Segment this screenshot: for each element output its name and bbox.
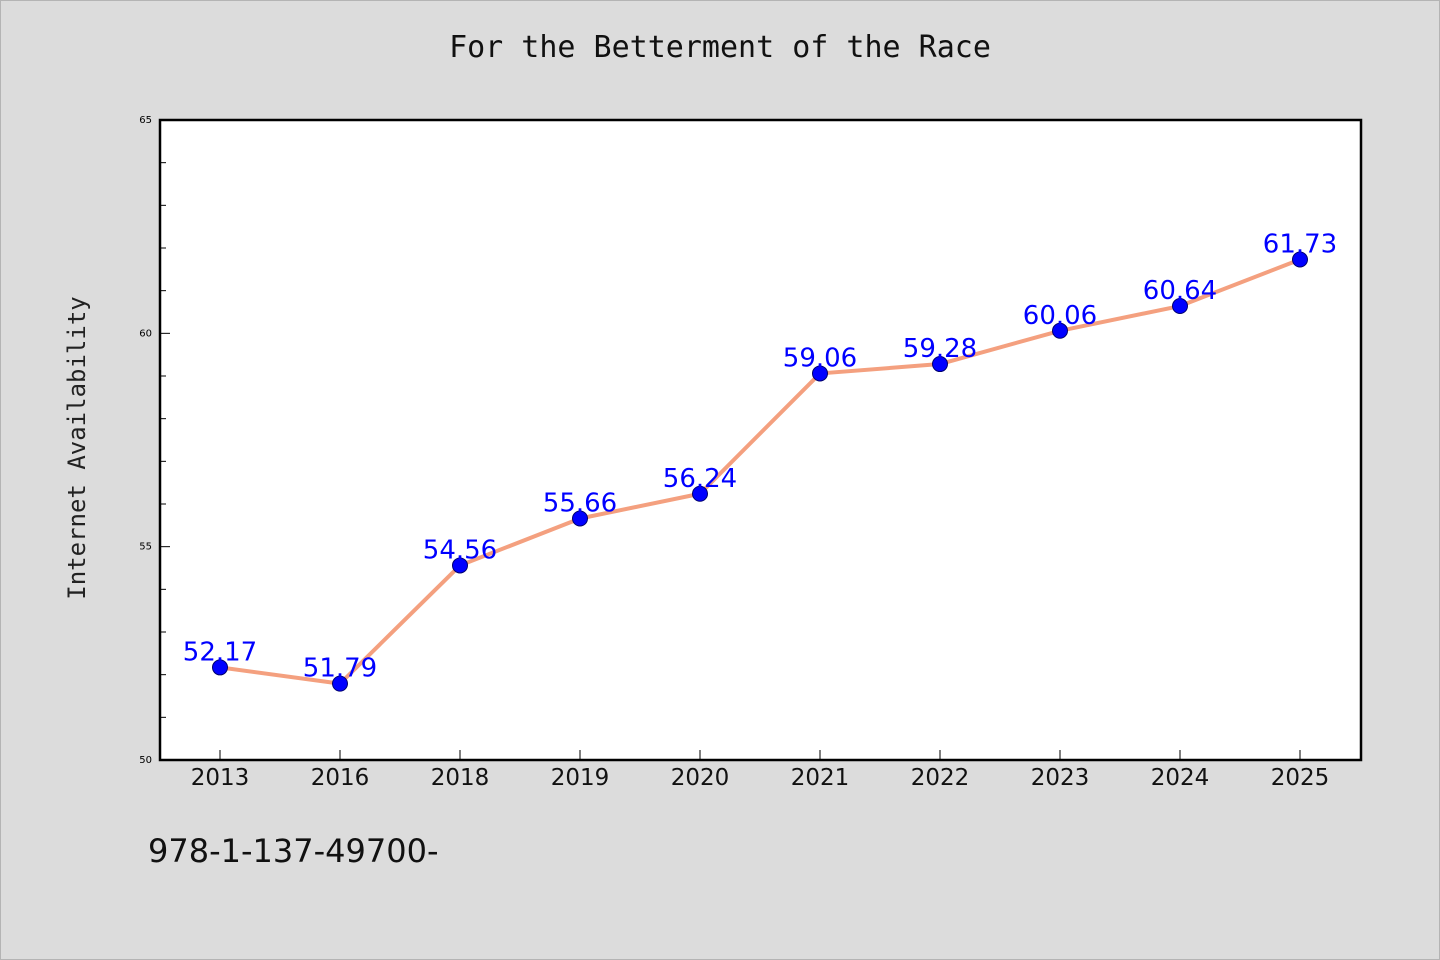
data-point <box>812 365 828 382</box>
x-tick-label: 2020 <box>671 765 730 791</box>
data-label: 59.06 <box>783 343 857 373</box>
x-tick-label: 2021 <box>791 765 850 791</box>
data-point <box>332 675 348 692</box>
data-label: 55.66 <box>543 489 617 519</box>
y-tick-label: 55 <box>139 542 152 553</box>
data-label: 51.79 <box>303 654 377 684</box>
data-label: 59.28 <box>903 334 977 364</box>
data-label: 61.73 <box>1263 230 1337 260</box>
x-tick-label: 2023 <box>1031 765 1090 791</box>
y-tick-label: 60 <box>139 328 152 339</box>
series-line <box>219 257 1301 686</box>
x-tick-label: 2019 <box>551 765 610 791</box>
data-point <box>212 659 228 676</box>
y-tick-label: 50 <box>139 755 152 766</box>
x-tick-label: 2013 <box>191 765 250 791</box>
footer-text: 978-1-137-49700- <box>148 832 439 870</box>
x-tick-label: 2025 <box>1271 765 1330 791</box>
chart-title: For the Betterment of the Race <box>449 30 991 65</box>
data-point <box>932 356 948 373</box>
data-point <box>692 485 708 502</box>
data-point <box>1172 298 1188 315</box>
x-tick-label: 2018 <box>431 765 490 791</box>
series-markers <box>212 251 1308 692</box>
data-label: 60.06 <box>1023 301 1097 331</box>
x-tick-label: 2024 <box>1151 765 1210 791</box>
x-tick-label: 2022 <box>911 765 970 791</box>
data-point <box>1052 322 1068 339</box>
plot-area <box>158 118 1363 762</box>
data-point <box>572 510 588 527</box>
data-labels: 52.17 51.79 54.56 55.66 56.24 59.06 59.28 60.06… <box>183 230 1337 684</box>
axis-ticks: 50 55 60 65 2013 2016 2018 2019 2020 2021 2022 2023… <box>139 115 1329 791</box>
x-tick-label: 2016 <box>311 765 370 791</box>
data-point <box>1292 251 1308 268</box>
data-label: 56.24 <box>663 464 737 494</box>
data-label: 52.17 <box>183 637 257 667</box>
data-point <box>452 557 468 574</box>
y-tick-label: 65 <box>139 115 152 126</box>
data-label: 60.64 <box>1143 276 1217 306</box>
data-label: 54.56 <box>423 535 497 565</box>
